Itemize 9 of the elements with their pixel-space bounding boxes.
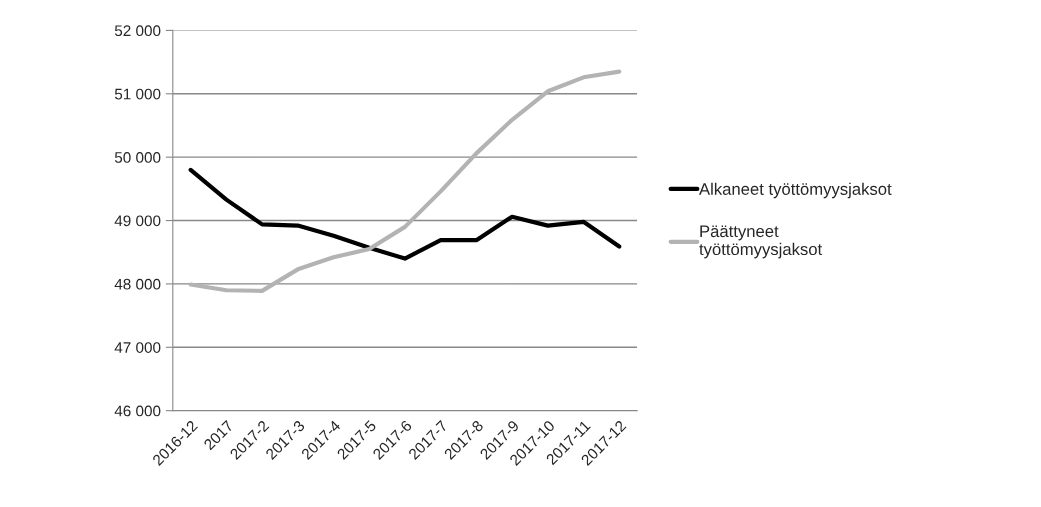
y-tick-label: 50 000 xyxy=(114,152,161,163)
y-tick-label: 51 000 xyxy=(114,88,161,100)
y-tick-label: 52 000 xyxy=(114,25,161,37)
y-tick-label: 47 000 xyxy=(114,342,161,353)
y-tick-label: 46 000 xyxy=(114,405,161,417)
legend-label: Päättyneet työttömyysjaksot xyxy=(699,225,823,259)
y-tick-label: 48 000 xyxy=(114,278,161,290)
legend-label: Alkaneet työttömyysjaksot xyxy=(699,182,892,199)
y-tick-label: 49 000 xyxy=(114,215,161,227)
